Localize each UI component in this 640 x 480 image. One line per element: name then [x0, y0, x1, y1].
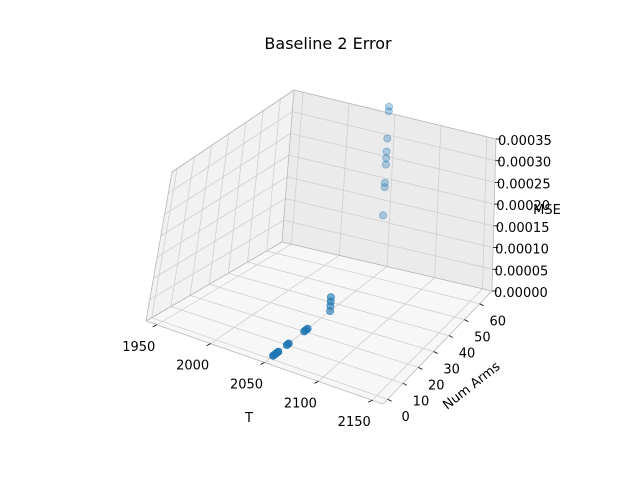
z-tick-labels: 0.00000 0.00005 0.00010 0.00015 0.00020 0.000…: [494, 134, 552, 301]
z-tick-label-0: 0.00000: [494, 286, 548, 301]
x-tick-labels: 1950 2000 2050 2100 2150: [122, 340, 371, 430]
axes-panes: [146, 90, 496, 404]
pane-edge-4: [281, 89, 295, 243]
pane-back: [282, 90, 496, 291]
x-tick-3: [314, 381, 319, 384]
x-tick-0: [152, 324, 157, 328]
data-point: [382, 154, 391, 163]
chart-title: Baseline 2 Error: [264, 34, 392, 53]
tick-marks: [152, 138, 501, 403]
data-point: [384, 102, 393, 111]
data-point: [282, 340, 291, 349]
pane-edge-2: [145, 171, 173, 322]
y-tick-label-5: 50: [474, 331, 491, 346]
z-axis-label: MSE: [533, 203, 561, 218]
data-point: [300, 327, 309, 336]
y-tick-1: [402, 382, 408, 386]
data-point: [380, 183, 389, 192]
data-point: [384, 107, 393, 116]
z-tick-label-7: 0.00035: [498, 134, 552, 149]
pane-edge-7: [171, 89, 295, 173]
x-tick-label-3: 2100: [284, 396, 317, 411]
pane-edge-5: [382, 290, 493, 405]
data-point: [326, 293, 335, 302]
data-point: [269, 351, 278, 360]
x-tick-label-0: 1950: [122, 340, 155, 355]
data-points: [269, 102, 393, 360]
pane-edge-6: [491, 138, 497, 292]
z-tick-label-3: 0.00015: [496, 221, 550, 236]
x-tick-label-2: 2050: [230, 378, 263, 393]
y-tick-2: [418, 367, 423, 370]
x-tick-4: [368, 399, 373, 403]
y-tick-label-2: 20: [428, 378, 445, 393]
y-tick-label-0: 0: [401, 410, 409, 425]
x-tick-2: [260, 362, 265, 365]
x-tick-label-4: 2150: [338, 415, 371, 430]
y-tick-4: [448, 335, 454, 338]
data-point: [383, 134, 392, 143]
y-tick-3: [433, 351, 438, 354]
y-tick-5: [464, 319, 469, 323]
y-tick-6: [479, 303, 484, 307]
z-tick-label-4: 0.00020: [496, 199, 550, 214]
z-tick-label-5: 0.00025: [497, 177, 551, 192]
y-tick-label-6: 60: [489, 315, 506, 330]
z-tick-label-6: 0.00030: [497, 156, 551, 171]
data-point: [382, 147, 391, 156]
data-point: [380, 178, 389, 187]
pane-edge-8: [293, 89, 497, 140]
pane-edge-1: [145, 241, 283, 322]
z-tick-label-1: 0.00005: [495, 264, 549, 279]
x-axis-label: T: [244, 411, 253, 426]
y-tick-label-1: 10: [413, 394, 430, 409]
z-tick-label-2: 0.00010: [495, 243, 549, 258]
data-point: [379, 211, 388, 220]
y-tick-label-4: 40: [459, 347, 476, 362]
y-tick-0: [387, 398, 392, 402]
y-tick-label-3: 30: [443, 362, 460, 377]
x-tick-1: [206, 343, 211, 346]
x-tick-label-1: 2000: [176, 359, 209, 374]
pane-edge-3: [281, 241, 493, 292]
pane-left: [146, 90, 294, 321]
data-point: [381, 160, 390, 169]
